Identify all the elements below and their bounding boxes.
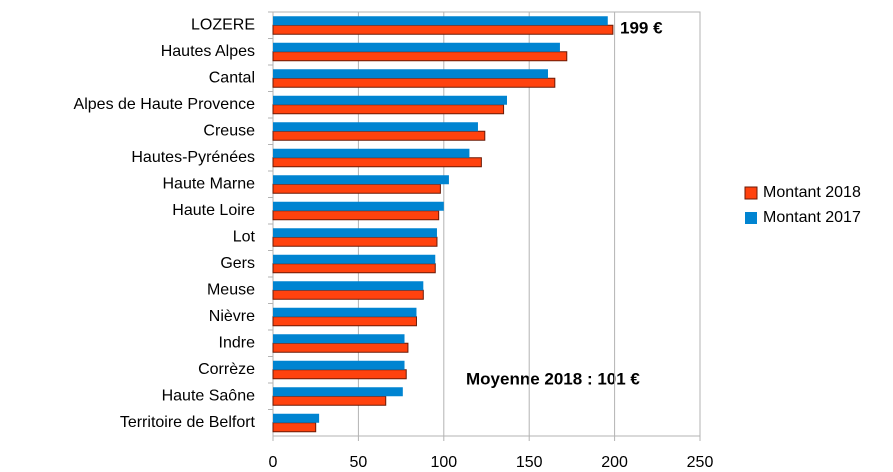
bar [273,307,417,317]
bar [273,254,436,264]
y-tick-label: Creuse [203,122,255,139]
bar [273,95,507,105]
bar [272,289,424,300]
y-tick-label: Haute Loire [172,202,255,219]
bar [273,281,424,291]
mean-annotation: Moyenne 2018 : 101 € [466,369,640,388]
y-tick-label: Nièvre [209,308,255,325]
bar [272,316,417,327]
bar [272,77,556,88]
y-tick-label: Haute Saône [162,387,256,404]
bar [273,387,403,397]
x-tick-label: 150 [516,454,543,471]
legend-swatch [745,212,757,224]
y-tick-label: LOZERE [191,16,255,33]
legend-label: Montant 2017 [763,209,861,226]
bar [273,69,548,79]
y-tick-label: Haute Marne [163,175,256,192]
bar [272,395,387,406]
y-tick-label: Meuse [207,281,255,298]
x-tick-label: 100 [430,454,457,471]
bar [272,263,436,274]
bar [273,228,437,238]
y-tick-label: Hautes Alpes [161,43,255,60]
y-tick-label: Cantal [209,69,255,86]
y-tick-label: Corrèze [198,361,255,378]
legend-swatch [744,186,758,200]
y-tick-label: Indre [219,334,256,351]
x-tick-label: 0 [269,454,278,471]
y-tick-label: Gers [220,255,255,272]
y-tick-label: Territoire de Belfort [120,414,256,431]
bar [272,210,440,221]
bar [272,130,486,141]
bar [272,422,317,433]
x-tick-label: 250 [687,454,714,471]
bar [273,201,444,211]
bar [273,42,560,52]
bar [272,183,441,194]
bar [273,360,405,370]
bar [273,175,449,185]
legend-label: Montant 2018 [763,184,861,201]
x-tick-label: 50 [350,454,368,471]
bar [272,24,614,35]
bar [272,236,438,247]
y-tick-label: Alpes de Haute Provence [74,96,256,113]
bar [272,342,409,353]
bar [272,51,568,62]
bar [272,104,505,115]
max-annotation: 199 € [620,18,663,37]
bar [273,148,470,158]
y-tick-label: Hautes-Pyrénées [131,149,255,166]
y-tick-label: Lot [233,228,256,245]
bar [273,413,320,423]
x-tick-label: 200 [601,454,628,471]
bar [272,369,407,380]
bar [273,334,405,344]
bar [273,16,608,26]
bar [272,157,482,168]
bar [273,122,478,132]
